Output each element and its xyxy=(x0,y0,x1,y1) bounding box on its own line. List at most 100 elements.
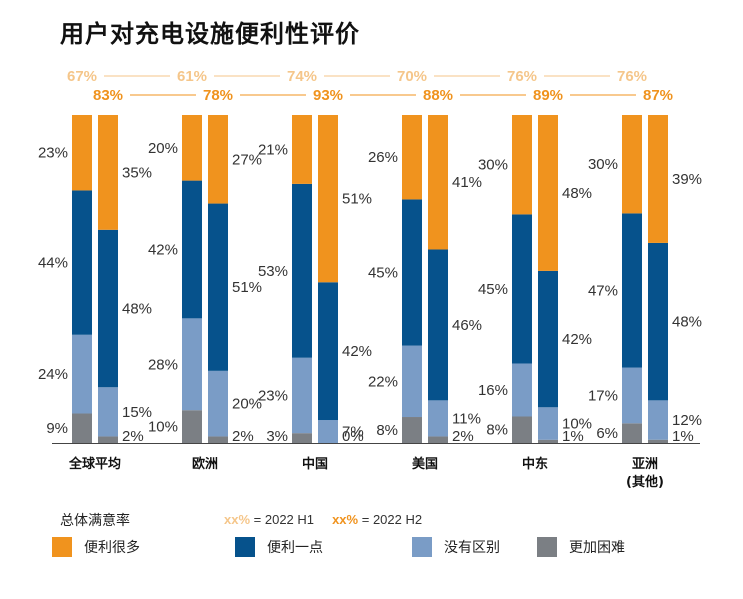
value-label-h2-harder: 2% xyxy=(122,428,144,445)
legend-item-harder: 更加困难 xyxy=(537,537,625,557)
value-label-h2-no-difference: 12% xyxy=(672,412,702,429)
value-label-h2-much-easier: 48% xyxy=(562,185,592,202)
period-key-h1-marker: xx% xyxy=(224,512,251,527)
category-label: 全球平均 xyxy=(68,456,121,472)
bar-h1-much-easier xyxy=(182,115,202,181)
total-label-h1: 61% xyxy=(177,68,207,85)
category-label: 美国 xyxy=(412,456,438,472)
value-label-h1-slightly-easier: 53% xyxy=(258,263,288,280)
bar-h2-much-easier xyxy=(98,115,118,230)
bar-h2-slightly-easier xyxy=(318,282,338,421)
total-label-h2: 88% xyxy=(423,87,453,104)
period-key: xx% = 2022 H1 xx% = 2022 H2 xyxy=(224,512,422,527)
legend-label-no-difference: 没有区别 xyxy=(444,540,500,556)
bar-h1-harder xyxy=(292,433,312,443)
value-label-h1-slightly-easier: 47% xyxy=(588,282,618,299)
legend-swatch-no-difference xyxy=(412,537,432,557)
total-label-h1: 74% xyxy=(287,68,317,85)
value-label-h2-slightly-easier: 48% xyxy=(122,301,152,318)
bar-h2-no-difference xyxy=(98,387,118,437)
bar-h1-harder xyxy=(72,413,92,443)
bar-h1-no-difference xyxy=(292,357,312,434)
bar-h1-no-difference xyxy=(182,318,202,411)
bar-h2-slightly-easier xyxy=(428,249,448,401)
value-label-h2-slightly-easier: 42% xyxy=(562,331,592,348)
bar-h2-no-difference xyxy=(208,370,228,437)
value-label-h1-no-difference: 23% xyxy=(258,387,288,404)
bar-h2-slightly-easier xyxy=(98,229,118,388)
bar-h1-harder xyxy=(512,416,532,443)
bar-h1-slightly-easier xyxy=(512,214,532,364)
legend-label-much-easier: 便利很多 xyxy=(84,540,140,556)
value-label-h1-harder: 8% xyxy=(486,422,508,439)
value-label-h1-slightly-easier: 44% xyxy=(38,255,68,272)
bar-h1-much-easier xyxy=(622,115,642,214)
legend-swatch-much-easier xyxy=(52,537,72,557)
total-label-h1: 67% xyxy=(67,68,97,85)
total-label-h2: 83% xyxy=(93,87,123,104)
bar-h1-slightly-easier xyxy=(182,180,202,319)
period-key-h1-text: = 2022 H1 xyxy=(253,512,315,527)
bar-h1-slightly-easier xyxy=(72,190,92,335)
legend-swatch-harder xyxy=(537,537,557,557)
period-key-h2-marker: xx% xyxy=(332,512,359,527)
bar-h2-much-easier xyxy=(648,115,668,243)
bar-h1-harder xyxy=(402,417,422,443)
legend-label-slightly-easier: 便利一点 xyxy=(267,540,323,556)
bar-h1-much-easier xyxy=(402,115,422,200)
bar-h2-no-difference xyxy=(318,420,338,443)
bar-h2-much-easier xyxy=(208,115,228,204)
category-label: (其他) xyxy=(626,474,664,490)
bar-h1-slightly-easier xyxy=(292,183,312,358)
bar-h2-harder xyxy=(98,436,118,443)
bar-h2-much-easier xyxy=(318,115,338,283)
bar-h2-harder xyxy=(208,436,228,443)
value-label-h2-much-easier: 27% xyxy=(232,151,262,168)
value-label-h2-no-difference: 10% xyxy=(562,416,592,433)
bar-h1-no-difference xyxy=(622,367,642,424)
legend-item-much-easier: 便利很多 xyxy=(52,537,140,557)
bar-h1-much-easier xyxy=(512,115,532,215)
value-label-h2-much-easier: 35% xyxy=(122,164,152,181)
value-label-h1-no-difference: 17% xyxy=(588,387,618,404)
bar-h1-harder xyxy=(622,423,642,443)
value-label-h1-no-difference: 24% xyxy=(38,366,68,383)
value-label-h1-no-difference: 28% xyxy=(148,356,178,373)
value-label-h2-slightly-easier: 42% xyxy=(342,343,372,360)
bar-h1-slightly-easier xyxy=(402,199,422,346)
value-label-h1-much-easier: 30% xyxy=(588,156,618,173)
value-label-h2-no-difference: 15% xyxy=(122,404,152,421)
value-label-h2-much-easier: 39% xyxy=(672,171,702,188)
legend-label-harder: 更加困难 xyxy=(569,540,625,556)
value-label-h1-much-easier: 30% xyxy=(478,157,508,174)
bar-h1-no-difference xyxy=(512,363,532,417)
category-label: 亚洲 xyxy=(632,457,658,472)
legend-item-no-difference: 没有区别 xyxy=(412,537,500,557)
legend-title: 总体满意率 xyxy=(60,513,130,529)
value-label-h1-slightly-easier: 42% xyxy=(148,241,178,258)
value-label-h2-harder: 2% xyxy=(232,428,254,445)
bar-h2-harder xyxy=(538,439,558,443)
value-label-h2-no-difference: 11% xyxy=(452,410,481,427)
value-label-h1-slightly-easier: 45% xyxy=(368,265,398,282)
value-label-h2-much-easier: 41% xyxy=(452,174,482,191)
bar-h2-much-easier xyxy=(428,115,448,250)
total-label-h1: 76% xyxy=(617,68,647,85)
value-label-h1-much-easier: 23% xyxy=(38,145,68,162)
value-label-h1-much-easier: 21% xyxy=(258,141,288,158)
total-label-h2: 89% xyxy=(533,87,563,104)
value-label-h2-slightly-easier: 46% xyxy=(452,317,482,334)
total-label-h2: 78% xyxy=(203,87,233,104)
value-label-h2-slightly-easier: 51% xyxy=(232,279,262,296)
period-key-h2-text: = 2022 H2 xyxy=(361,512,423,527)
value-label-h2-no-difference: 20% xyxy=(232,396,262,413)
category-label: 欧洲 xyxy=(192,456,218,472)
category-label: 中国 xyxy=(302,456,328,472)
bar-h2-harder xyxy=(428,436,448,443)
value-label-h1-harder: 8% xyxy=(376,422,398,439)
bar-h2-no-difference xyxy=(428,400,448,437)
bar-h1-no-difference xyxy=(72,334,92,414)
legend-item-slightly-easier: 便利一点 xyxy=(235,537,323,557)
legend-swatch-slightly-easier xyxy=(235,537,255,557)
bar-h1-much-easier xyxy=(292,115,312,184)
